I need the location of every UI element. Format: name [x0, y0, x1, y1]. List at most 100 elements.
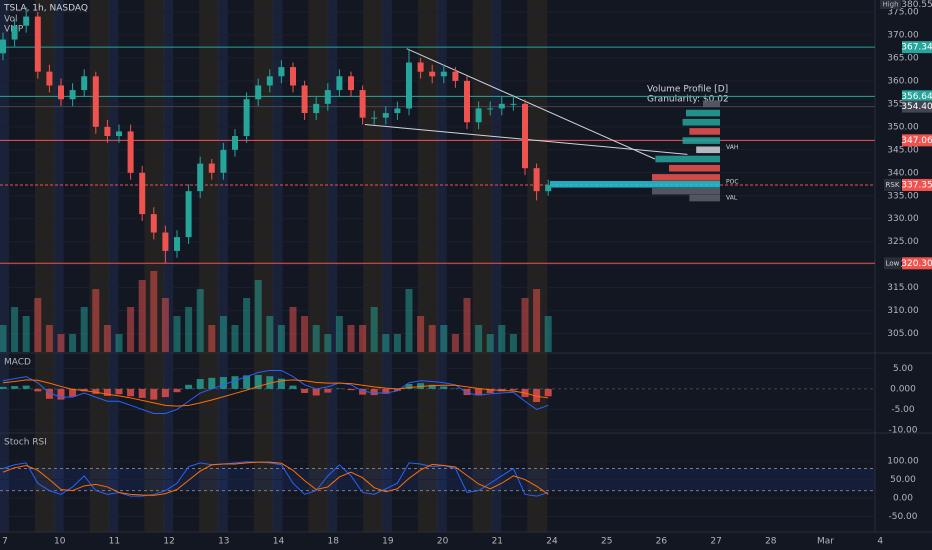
chart-title: TSLA, 1h, NASDAQ: [3, 4, 88, 14]
price-label-box: [902, 41, 932, 54]
price-label: 354.40: [901, 102, 932, 112]
y-tick-label: 375.00: [887, 7, 919, 17]
macd-histogram: [138, 388, 146, 398]
macd-histogram: [161, 388, 169, 398]
session-shade: [381, 0, 392, 532]
volume-bar: [115, 334, 123, 352]
x-tick-label: 4: [877, 537, 883, 547]
candle-body: [139, 172, 146, 215]
y-tick-label: 310.00: [887, 306, 919, 316]
session-shade: [89, 0, 110, 532]
profile-row: [550, 180, 720, 188]
candle-body: [34, 16, 41, 72]
price-label-box: [902, 178, 932, 191]
volume-bar: [533, 289, 541, 352]
signal-line: [2, 379, 549, 407]
macd-histogram: [382, 388, 390, 394]
macd-histogram: [231, 376, 239, 389]
price-label-box: [902, 257, 932, 270]
price-name: Low: [886, 259, 900, 267]
x-tick-label: 19: [382, 537, 394, 547]
y-tick-label: 365.00: [887, 53, 919, 63]
macd-histogram: [173, 388, 181, 393]
price-label-box: [902, 100, 932, 113]
profile-row: [652, 174, 720, 181]
candle-body: [348, 76, 354, 91]
candle-body: [545, 184, 552, 192]
session-shade: [0, 0, 9, 532]
volume-bar: [335, 316, 343, 352]
volume-bar: [324, 334, 332, 352]
volume-bar: [243, 298, 251, 352]
y-tick-label: 345.00: [887, 145, 919, 155]
volume-bar: [405, 289, 413, 352]
macd-histogram: [440, 386, 448, 389]
x-tick-label: Mar: [817, 537, 834, 547]
profile-marker: VAL: [726, 195, 738, 202]
y-tick-label: -10.00: [888, 425, 917, 435]
candle-body: [522, 103, 528, 169]
macd-histogram: [185, 384, 193, 389]
session-shade: [108, 0, 119, 532]
candle-body: [162, 232, 169, 251]
candle-body: [127, 131, 134, 173]
session-shade: [491, 0, 502, 532]
volume-bar: [312, 325, 320, 352]
volume-bar: [103, 325, 111, 352]
candle-body: [464, 80, 470, 123]
volume-bar: [370, 307, 378, 352]
x-tick-label: 7: [2, 537, 8, 547]
candle-body: [290, 67, 296, 86]
volume-bar: [475, 325, 483, 352]
candle-body: [324, 90, 331, 104]
session-shade: [527, 0, 548, 532]
volume-bar: [231, 325, 239, 352]
volume-bar: [150, 271, 158, 352]
candle-body: [0, 39, 6, 54]
volume-bar: [289, 307, 297, 352]
session-shade: [35, 0, 55, 532]
price-name: High: [882, 1, 898, 9]
volume-bar: [486, 334, 494, 352]
price-name-box: [880, 0, 901, 9]
volume-bar: [22, 316, 30, 352]
y-tick-label: 5.00: [893, 364, 913, 374]
candle-body: [371, 117, 378, 119]
candle-body: [116, 131, 122, 137]
volume-bar: [138, 280, 146, 352]
macd-histogram: [370, 388, 378, 396]
x-tick-label: 20: [437, 537, 449, 547]
volume-bar: [161, 298, 169, 352]
candle-body: [23, 16, 30, 26]
x-tick-label: 28: [765, 537, 777, 547]
volume-bar: [196, 289, 204, 352]
x-tick-label: 26: [656, 537, 668, 547]
profile-title: Volume Profile [D]: [647, 85, 728, 95]
macd-histogram: [266, 376, 274, 389]
volume-bar: [57, 334, 65, 352]
macd-histogram: [533, 388, 541, 403]
candle-body: [46, 71, 53, 86]
volume-bar: [428, 325, 436, 352]
candle-body: [487, 108, 494, 110]
macd-histogram: [57, 388, 65, 400]
candle-body: [394, 108, 401, 114]
y-tick-label: 100.00: [887, 457, 919, 467]
volume-bar: [173, 316, 181, 352]
macd-histogram: [324, 388, 332, 393]
pane-title: MACD: [4, 358, 31, 368]
volume-bar: [509, 334, 517, 352]
x-tick-label: 13: [218, 537, 229, 547]
y-tick-label: -5.00: [891, 405, 915, 415]
indicator-label: Vol: [4, 15, 17, 25]
candle-body: [104, 126, 111, 137]
x-tick-label: 27: [710, 537, 721, 547]
session-shade: [163, 0, 174, 532]
x-tick-label: 21: [492, 537, 503, 547]
price-label: 320.30: [901, 259, 932, 269]
candle-body: [208, 163, 215, 173]
profile-row: [682, 118, 720, 126]
candle-body: [11, 25, 18, 40]
profile-row: [689, 128, 720, 135]
volume-bar: [80, 307, 88, 352]
